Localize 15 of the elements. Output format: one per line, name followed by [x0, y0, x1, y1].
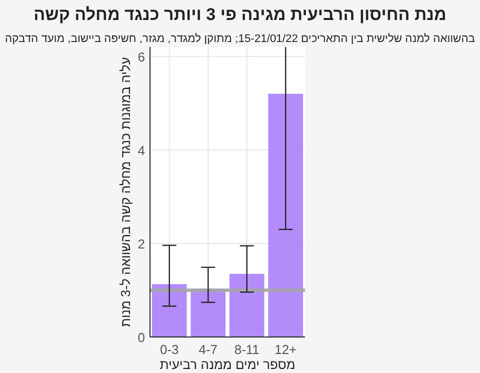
bar: [152, 284, 187, 337]
x-tick-label: 0-3: [160, 342, 179, 357]
x-tick-label: 8-11: [234, 342, 260, 357]
x-tick-label: 4-7: [198, 342, 218, 357]
y-tick-label: 0: [138, 330, 145, 345]
x-axis-title: מספר ימים ממנה רביעית: [160, 357, 296, 372]
chart-subtitle: בהשוואה למנה שלישית בין התאריכים 15-21/01/22; מתוקן למגדר, מגזר, חשיפה ביישוב, מועד הדבקה: [5, 33, 476, 45]
chart-title: מנת החיסון הרביעית מגינה פי 3 ויותר כנגד מחלה קשה: [34, 5, 446, 24]
y-tick-label: 6: [138, 49, 145, 64]
bar: [229, 274, 264, 337]
x-tick-label: 12+: [274, 342, 297, 357]
y-axis-title: עליה במוגנות כנגד מחלה קשה בהשוואה ל-3 מנות: [118, 57, 133, 327]
bar: [268, 94, 304, 337]
y-tick-label: 4: [138, 142, 145, 158]
y-tick-label: 2: [138, 236, 145, 252]
